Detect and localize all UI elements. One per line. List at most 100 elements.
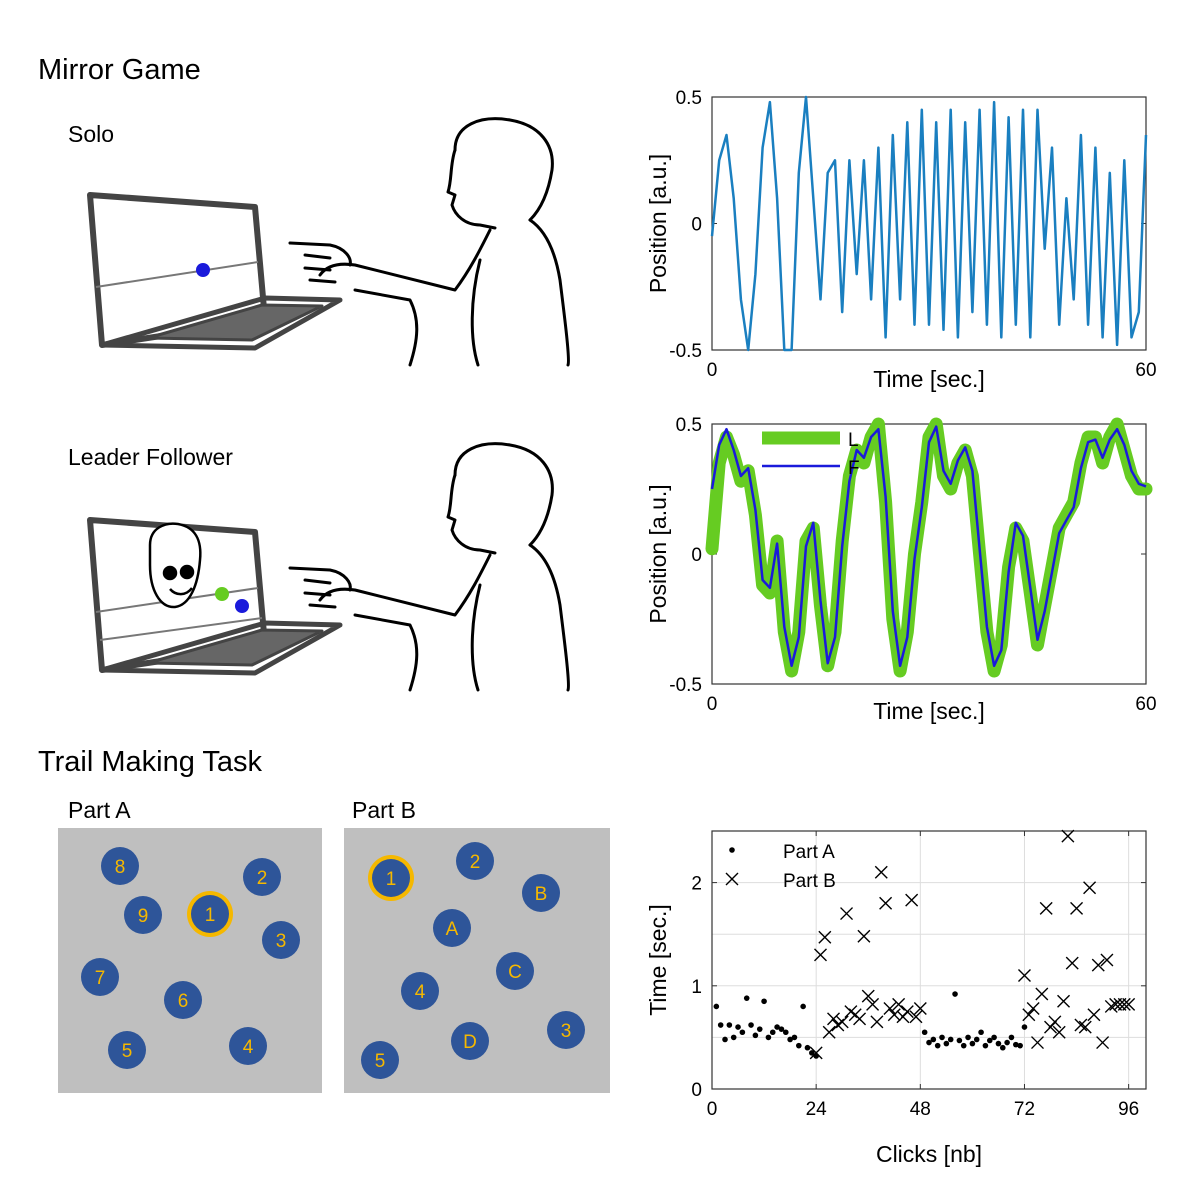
part-b-point (1122, 997, 1136, 1011)
part-a-point (713, 1003, 720, 1010)
part-a-point (804, 1044, 811, 1051)
trail-b-node-1 (372, 859, 410, 897)
part-b-point (840, 907, 854, 921)
part-b-point (1087, 1008, 1101, 1022)
part-a-point (743, 995, 750, 1001)
mirror-game-title: Mirror Game (38, 54, 201, 86)
part-b-point (1078, 1020, 1092, 1034)
part-b-point (1048, 1015, 1062, 1029)
part-b-point (1096, 1036, 1110, 1050)
trail-b-node-C (496, 952, 534, 990)
part-a-point (722, 1036, 728, 1043)
part-b-point (900, 1005, 914, 1019)
legend-part-a-marker (729, 847, 735, 853)
trail-a-node-9 (124, 896, 162, 934)
part-b-point (909, 1010, 923, 1024)
x-tick-label: 0 (707, 694, 718, 715)
y-tick-label: 2 (691, 874, 702, 895)
part-a-point (921, 1029, 928, 1036)
trail-b-node-5 (361, 1041, 399, 1079)
leader-follower-label: Leader Follower (68, 444, 233, 470)
part-a-point (939, 1034, 945, 1041)
trail-a-node-6 (164, 981, 202, 1019)
x-axis-label: Clicks [nb] (876, 1141, 982, 1167)
trail-a-node-label-8: 8 (115, 857, 126, 878)
part-b-point (1065, 956, 1079, 970)
part-a-point (796, 1042, 802, 1049)
part-a-point (739, 1029, 746, 1036)
part-a-point (926, 1039, 932, 1046)
part-b-point (883, 1002, 897, 1015)
trail-making-title: Trail Making Task (38, 746, 263, 778)
part-a-point (930, 1036, 937, 1043)
trail-b-node-label-4: 4 (415, 982, 426, 1003)
part-b-label: Part B (352, 797, 416, 823)
part-a-point (756, 1026, 763, 1032)
x-tick-label: 72 (1014, 1099, 1035, 1120)
part-a-point (999, 1044, 1006, 1051)
part-b-point (1039, 901, 1053, 915)
x-tick-label: 60 (1135, 694, 1156, 715)
part-a-point (769, 1029, 776, 1036)
leader-follower-person-illustration (288, 442, 570, 692)
x-tick-label: 96 (1118, 1099, 1139, 1120)
trail-a-node-5 (108, 1031, 146, 1069)
part-a-point (952, 991, 958, 997)
part-a-point (956, 1037, 963, 1044)
part-a-point (761, 998, 767, 1005)
part-a-point (735, 1024, 741, 1030)
part-b-point (879, 896, 893, 910)
trail-a-node-1 (191, 895, 229, 933)
trail-b-node-D (451, 1022, 489, 1060)
trail-a-node-label-2: 2 (257, 868, 268, 889)
part-a-point (1004, 1039, 1010, 1046)
part-a-point (778, 1026, 785, 1032)
legend-leader-label: L (848, 430, 859, 451)
x-axis-label: Time [sec.] (873, 366, 985, 392)
part-b-point (1100, 953, 1114, 967)
part-a-point (782, 1029, 789, 1036)
part-a-point (965, 1034, 971, 1041)
trail-a-node-8 (101, 847, 139, 885)
y-axis-label: Time [sec.] (645, 904, 671, 1016)
part-b-point (1091, 958, 1105, 972)
solo-person-illustration (288, 117, 570, 367)
trail-b-node-3 (547, 1011, 585, 1049)
part-b-point (1117, 997, 1131, 1011)
y-tick-label: 1 (691, 977, 702, 998)
y-axis-label: Position [a.u.] (645, 154, 671, 293)
y-tick-label: -0.5 (669, 675, 702, 696)
solo-laptop-illustration (87, 192, 343, 351)
x-tick-label: 24 (806, 1099, 828, 1120)
part-a-point (800, 1003, 806, 1010)
part-b-point (887, 1008, 901, 1022)
part-a-point (726, 1022, 733, 1028)
y-axis-label: Position [a.u.] (645, 484, 671, 623)
part-a-point (1017, 1042, 1023, 1049)
part-a-point (717, 1022, 724, 1028)
plot-frame (711, 830, 1147, 1090)
trail-b-node-label-1: 1 (386, 869, 397, 890)
part-b-point (1031, 1036, 1044, 1050)
trail-b-node-A (433, 909, 471, 947)
part-a-point (787, 1036, 793, 1043)
part-a-point (765, 1034, 772, 1041)
part-b-point (892, 997, 906, 1011)
y-tick-label: 0.5 (676, 88, 702, 109)
part-a-label: Part A (68, 797, 131, 823)
follower-blue-dot (235, 599, 249, 613)
trail-a-node-7 (81, 958, 119, 996)
trail-a-node-3 (262, 921, 300, 959)
trail-a-node-label-6: 6 (178, 991, 189, 1012)
part-b-point (1026, 1002, 1040, 1015)
y-tick-label: 0 (691, 545, 702, 566)
part-b-point (818, 930, 832, 944)
trail-b-node-label-B: B (535, 884, 548, 905)
part-a-point (973, 1036, 980, 1043)
legend-follower-label: F (848, 458, 860, 479)
part-a-point (960, 1042, 967, 1049)
part-a-point (978, 1029, 984, 1036)
trail-b-node-label-C: C (508, 962, 522, 983)
part-a-point (791, 1034, 798, 1041)
